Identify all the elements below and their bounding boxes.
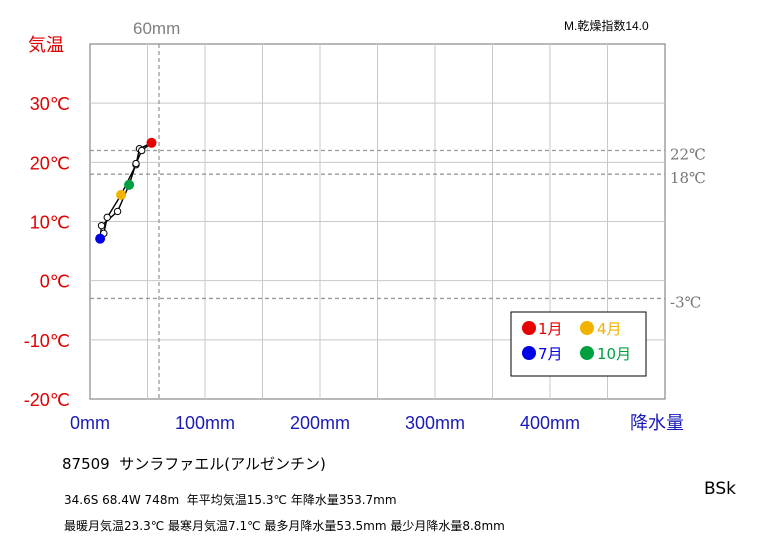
legend-marker-jul — [522, 346, 536, 360]
legend-label-oct: 10月 — [597, 345, 631, 363]
legend-marker-jan — [522, 321, 536, 335]
y-tick-label: 30℃ — [30, 94, 70, 114]
legend: 1月 4月 7月 10月 — [510, 311, 647, 377]
legend-label-apr: 4月 — [597, 320, 622, 338]
dryness-index-label: M.乾燥指数14.0 — [564, 18, 649, 33]
station-name: サンラファエル(アルゼンチン) — [119, 455, 326, 473]
month-9-point — [113, 207, 122, 216]
wettest-month: 最多月降水量53.5mm — [264, 519, 387, 533]
data-series — [95, 137, 157, 244]
legend-marker-apr — [580, 321, 594, 335]
warmest-month: 最暖月気温23.3℃ — [64, 519, 165, 533]
annual-mean-temp: 年平均気温15.3℃ — [186, 493, 287, 507]
tick-labels: -20℃ -10℃ 0℃ 10℃ 20℃ 30℃ 0mm 100mm 200mm 300mm 400… — [24, 94, 580, 433]
climate-class: BSk — [704, 479, 736, 499]
grid-lines — [90, 44, 665, 399]
y-tick-label: -20℃ — [24, 390, 70, 410]
x-axis-title: 降水量 — [630, 413, 684, 434]
legend-label-jul: 7月 — [538, 345, 563, 363]
month-8-point — [97, 221, 106, 230]
month-7-point — [95, 233, 106, 244]
x-tick-label: 100mm — [175, 413, 235, 433]
y-tick-label: 0℃ — [40, 272, 70, 292]
driest-month: 最少月降水量8.8mm — [390, 519, 505, 533]
y-axis-title: 気温 — [28, 35, 64, 56]
station-id: 87509 — [62, 455, 110, 473]
month-5-point — [103, 213, 111, 222]
temp-ref-label: 22℃ — [670, 146, 706, 164]
station-coords: 34.6S 68.4W 748m — [64, 493, 180, 507]
month-12-point — [138, 146, 146, 155]
x-tick-label: 0mm — [70, 413, 110, 433]
stats-line-2: 最暖月気温23.3℃ 最寒月気温7.1℃ 最多月降水量53.5mm 最少月降水量… — [64, 517, 505, 534]
station-line: 87509 サンラファエル(アルゼンチン) — [62, 453, 326, 474]
y-tick-label: 10℃ — [30, 213, 70, 233]
y-tick-label: 20℃ — [30, 153, 70, 173]
legend-label-jan: 1月 — [538, 320, 563, 338]
temp-ref-label: 18℃ — [670, 169, 706, 187]
x-tick-label: 200mm — [290, 413, 350, 433]
x-tick-label: 300mm — [405, 413, 465, 433]
coldest-month: 最寒月気温7.1℃ — [168, 519, 261, 533]
month-11-point — [132, 159, 140, 168]
legend-marker-oct — [580, 346, 594, 360]
annual-precip: 年降水量353.7mm — [290, 493, 397, 507]
month-4-point — [116, 189, 127, 200]
stats-line-1: 34.6S 68.4W 748m 年平均気温15.3℃ 年降水量353.7mm — [64, 491, 397, 508]
reference-lines: 22℃ 18℃ -3℃ — [90, 44, 706, 399]
month-1-point — [146, 137, 157, 148]
top-marker-label: 60mm — [133, 19, 180, 38]
month-10-point — [124, 179, 135, 190]
temp-ref-label: -3℃ — [670, 293, 701, 311]
x-tick-label: 400mm — [520, 413, 580, 433]
y-tick-label: -10℃ — [24, 331, 70, 351]
